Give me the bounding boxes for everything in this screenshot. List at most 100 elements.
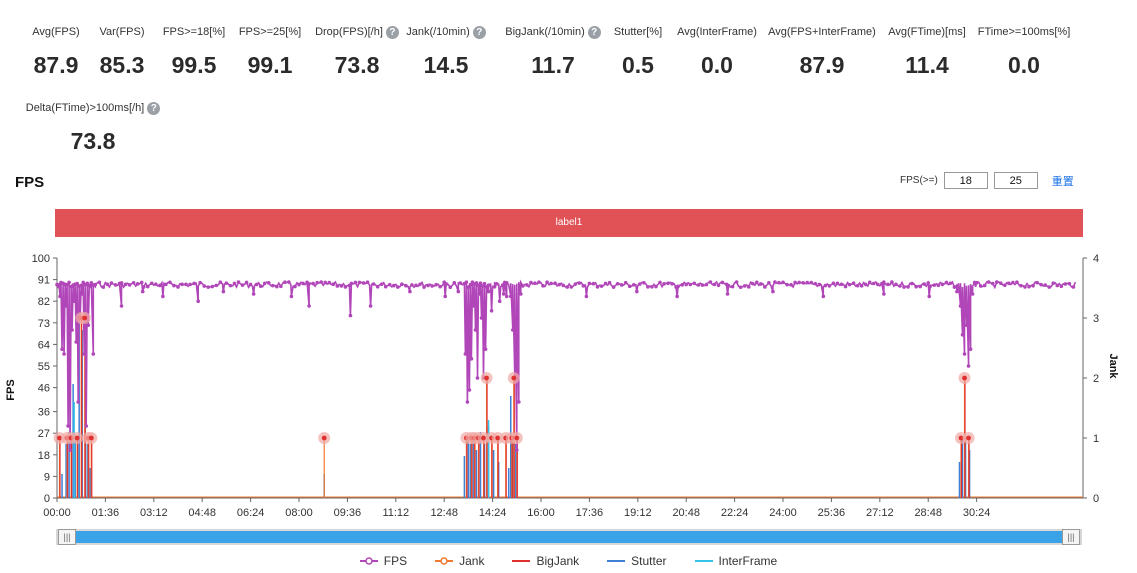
reset-link[interactable]: 重置 <box>1051 175 1074 188</box>
stat-avg-ftime-ms: Avg(FTime)[ms] 11.4 <box>847 22 1007 79</box>
fps-point <box>510 328 515 332</box>
fps-point <box>964 323 969 327</box>
slider-left-handle[interactable]: ||| <box>58 529 76 545</box>
legend-item-fps[interactable]: FPS <box>359 554 407 568</box>
fps-point <box>161 294 165 299</box>
fps-point <box>79 283 84 288</box>
fps-point <box>91 352 96 356</box>
legend-item-interframe[interactable]: InterFrame <box>694 554 777 568</box>
fps-high-input[interactable] <box>993 172 1038 189</box>
jank-point <box>962 375 967 381</box>
fps-point <box>928 284 933 289</box>
fps-point <box>508 294 513 299</box>
fps-point <box>525 283 529 287</box>
fps-point <box>773 280 777 284</box>
fps-point <box>254 282 259 287</box>
stat-value: 11.7 <box>531 52 575 78</box>
fps-point <box>1027 284 1031 289</box>
x-tick-label: 14:24 <box>479 507 507 519</box>
fps-point <box>823 283 828 288</box>
fps-chart[interactable]: 0 9 18 27 36 46 55 64 73 82 91 100 0 1 2 3 4 00:00 01:36 03… <box>0 240 1137 530</box>
fps-point <box>319 280 323 284</box>
fps-point <box>978 284 983 288</box>
stat-label-text: Avg(FPS) <box>32 26 80 38</box>
label-bar[interactable]: label1 <box>55 209 1083 237</box>
jank-point <box>495 435 501 441</box>
help-icon[interactable]: ? <box>587 25 601 39</box>
fps-point <box>105 282 110 287</box>
stat-label: BigJank(/10min)? <box>505 25 601 39</box>
fps-point <box>371 282 376 286</box>
fps-point <box>482 281 487 286</box>
fps-point <box>456 289 461 294</box>
y-tick-label: 100 <box>32 253 50 265</box>
fps-point <box>297 282 301 287</box>
fps-low-input[interactable] <box>943 172 988 189</box>
fps-point <box>500 283 505 287</box>
help-icon[interactable]: ? <box>147 101 161 115</box>
fps-point <box>890 280 894 284</box>
fps-point <box>452 281 457 285</box>
stat-label-text: Jank(/10min) <box>406 26 470 38</box>
legend-item-bigjank[interactable]: BigJank <box>512 554 579 568</box>
fps-point <box>349 281 354 286</box>
fps-point <box>57 283 61 287</box>
stat-value: 0.0 <box>701 52 733 78</box>
fps-point <box>463 352 468 356</box>
jank-point <box>82 315 88 321</box>
fps-point <box>236 280 241 284</box>
fps-point <box>501 292 506 296</box>
fps-point <box>361 281 366 285</box>
fps-point <box>746 285 751 289</box>
fps-point <box>443 294 448 299</box>
stats-panel: Avg(FPS) 87.9 Var(FPS) 85.3 FPS>=18[%] 99.5 FP… <box>0 0 1137 160</box>
x-tick-label: 11:12 <box>382 507 409 519</box>
fps-point <box>266 281 271 285</box>
fps-point <box>627 284 632 289</box>
jank-point <box>511 375 517 381</box>
fps-point <box>675 294 679 299</box>
fps-point <box>827 284 832 288</box>
chart-legend: FPS Jank BigJank Stutter InterFrame <box>0 554 1137 568</box>
fps-point <box>658 280 662 285</box>
stat-label: Delta(FTime)>100ms[/h]? <box>26 101 161 115</box>
fps-point <box>131 281 136 285</box>
fps-point <box>839 282 844 287</box>
fps-point <box>650 285 654 289</box>
stat-fps-25: FPS>=25[%] 99.1 <box>190 22 350 79</box>
stat-label: Avg(InterFrame) <box>677 26 757 38</box>
stat-label-text: Stutter[%] <box>613 26 663 38</box>
fps-point <box>475 376 480 380</box>
fps-point <box>408 289 412 294</box>
fps-point <box>149 281 154 286</box>
fps-point <box>141 285 146 289</box>
fps-point <box>172 283 176 288</box>
legend-item-stutter[interactable]: Stutter <box>607 554 667 568</box>
help-icon[interactable]: ? <box>385 25 399 39</box>
fps-point <box>396 285 400 289</box>
fps-point <box>307 282 311 286</box>
legend-item-jank[interactable]: Jank <box>435 554 484 568</box>
fps-point <box>847 282 852 287</box>
fps-point <box>720 280 725 285</box>
fps-point <box>109 281 114 285</box>
fps-point <box>180 282 184 287</box>
jank-point <box>74 435 80 441</box>
slider-right-handle[interactable]: ||| <box>1062 529 1080 545</box>
fps-point <box>557 282 561 287</box>
fps-point <box>944 280 949 285</box>
time-range-slider[interactable]: ||| ||| <box>56 529 1082 545</box>
x-tick-label: 17:36 <box>576 507 604 519</box>
help-icon[interactable]: ? <box>472 25 486 39</box>
x-tick-label: 28:48 <box>914 507 942 519</box>
fps-point <box>759 282 763 286</box>
fps-point <box>483 347 488 351</box>
fps-point <box>387 282 392 287</box>
stat-value: 73.8 <box>334 52 380 78</box>
fps-point <box>410 283 414 287</box>
stat-avg-fps-interframe: Avg(FPS+InterFrame) 87.9 <box>742 22 902 79</box>
slider-range[interactable] <box>75 531 1063 543</box>
stat-value: 87.9 <box>33 52 79 78</box>
x-tick-label: 22:24 <box>721 507 749 519</box>
fps-point <box>591 281 596 286</box>
